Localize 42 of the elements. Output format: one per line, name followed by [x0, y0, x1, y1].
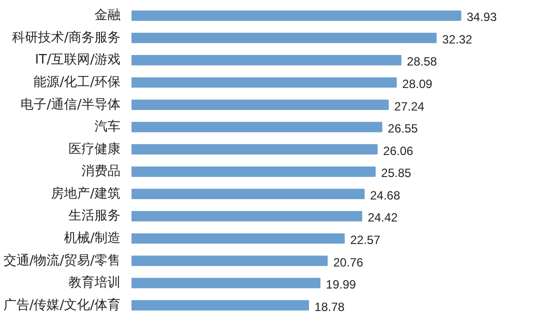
y-tick-label: 生活服务 — [68, 208, 120, 224]
data-label: 20.76 — [333, 255, 364, 270]
bar — [132, 10, 462, 21]
bar — [132, 211, 362, 222]
bar — [132, 233, 345, 244]
y-tick-label: 科研技术/商务服务 — [12, 30, 121, 46]
y-tick-label: 医疗健康 — [68, 142, 120, 157]
bar — [132, 55, 402, 66]
data-label: 26.06 — [383, 144, 414, 158]
y-tick-label: 电子/通信/半导体 — [20, 97, 121, 112]
y-tick-label: 交通/物流/贸易/零售 — [3, 252, 120, 268]
data-label: 32.32 — [442, 32, 473, 46]
y-tick-label: 机械/制造 — [64, 231, 121, 246]
data-label: 25.85 — [381, 166, 412, 180]
bar — [132, 77, 397, 88]
data-label: 19.99 — [326, 278, 356, 292]
data-label: 28.09 — [402, 77, 433, 91]
bar — [132, 100, 389, 110]
data-label: 24.68 — [370, 188, 400, 202]
bar — [132, 166, 376, 177]
y-tick-label: 广告/传媒/文化/体育 — [3, 296, 120, 313]
bar — [132, 278, 320, 288]
data-label: 22.57 — [350, 233, 381, 247]
y-tick-label: 汽车 — [94, 120, 120, 135]
data-label: 18.78 — [314, 300, 345, 314]
bar — [132, 32, 437, 44]
y-tick-label: 房地产/建筑 — [51, 185, 121, 202]
y-tick-label: 消费品 — [82, 164, 120, 180]
bar — [132, 122, 382, 132]
bar — [132, 256, 328, 266]
y-tick-label: 金融 — [94, 8, 120, 24]
data-label: 28.58 — [406, 54, 438, 69]
y-tick-label: 教育培训 — [68, 274, 120, 291]
data-label: 34.93 — [466, 10, 498, 24]
bar — [132, 300, 310, 311]
data-label: 27.24 — [394, 99, 425, 114]
bar — [132, 144, 378, 155]
y-tick-label: IT/互联网/游戏 — [34, 52, 121, 68]
data-label: 26.55 — [388, 122, 418, 136]
data-label: 24.42 — [368, 210, 398, 225]
y-tick-label: 能源/化工/环保 — [34, 75, 121, 90]
bar — [132, 188, 365, 200]
